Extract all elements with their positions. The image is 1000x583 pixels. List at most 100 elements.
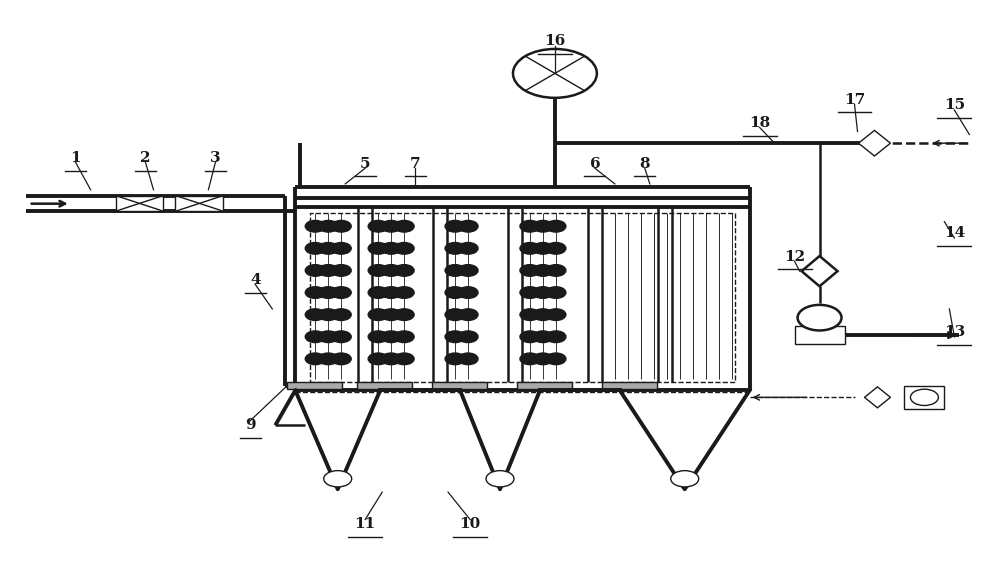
Circle shape: [318, 243, 338, 254]
Circle shape: [394, 287, 414, 298]
Circle shape: [520, 287, 540, 298]
Circle shape: [546, 309, 566, 321]
Circle shape: [458, 220, 478, 232]
Circle shape: [458, 287, 478, 298]
Circle shape: [486, 470, 514, 487]
Circle shape: [520, 243, 540, 254]
Circle shape: [394, 243, 414, 254]
Circle shape: [331, 353, 351, 365]
Circle shape: [318, 353, 338, 365]
Bar: [310, 213, 735, 382]
Bar: [175, 195, 223, 211]
Circle shape: [368, 353, 388, 365]
Circle shape: [331, 309, 351, 321]
Circle shape: [331, 243, 351, 254]
Circle shape: [381, 265, 401, 276]
Text: 14: 14: [944, 226, 965, 240]
Text: 11: 11: [355, 517, 376, 531]
Circle shape: [394, 220, 414, 232]
Text: 16: 16: [544, 34, 566, 48]
Circle shape: [368, 309, 388, 321]
Text: 13: 13: [944, 325, 965, 339]
Circle shape: [305, 265, 325, 276]
Polygon shape: [859, 131, 890, 156]
Circle shape: [445, 287, 465, 298]
Bar: [116, 195, 163, 211]
Circle shape: [331, 220, 351, 232]
Circle shape: [533, 353, 553, 365]
Circle shape: [381, 309, 401, 321]
Circle shape: [318, 331, 338, 343]
Circle shape: [910, 389, 938, 406]
Circle shape: [546, 243, 566, 254]
Text: 6: 6: [590, 157, 600, 171]
Circle shape: [533, 309, 553, 321]
Circle shape: [318, 287, 338, 298]
Circle shape: [305, 287, 325, 298]
Circle shape: [368, 287, 388, 298]
Circle shape: [546, 353, 566, 365]
Circle shape: [305, 309, 325, 321]
Text: 8: 8: [639, 157, 650, 171]
Circle shape: [318, 220, 338, 232]
Circle shape: [520, 220, 540, 232]
Circle shape: [533, 243, 553, 254]
Circle shape: [445, 220, 465, 232]
Circle shape: [368, 331, 388, 343]
Bar: [904, 386, 944, 409]
Circle shape: [381, 353, 401, 365]
Circle shape: [546, 220, 566, 232]
Circle shape: [305, 353, 325, 365]
Circle shape: [798, 305, 842, 331]
Circle shape: [305, 331, 325, 343]
Bar: [287, 382, 342, 389]
Text: 1: 1: [70, 151, 81, 165]
Circle shape: [458, 243, 478, 254]
Text: 7: 7: [410, 157, 420, 171]
Circle shape: [533, 265, 553, 276]
Text: 18: 18: [749, 116, 770, 130]
Circle shape: [381, 220, 401, 232]
Circle shape: [458, 265, 478, 276]
Circle shape: [671, 470, 699, 487]
Text: 12: 12: [784, 250, 805, 264]
Text: 9: 9: [245, 418, 256, 432]
Circle shape: [368, 243, 388, 254]
Circle shape: [318, 309, 338, 321]
Circle shape: [394, 309, 414, 321]
Circle shape: [533, 287, 553, 298]
Text: 2: 2: [140, 151, 151, 165]
Circle shape: [445, 309, 465, 321]
Text: 10: 10: [459, 517, 481, 531]
Bar: [602, 382, 657, 389]
Polygon shape: [802, 256, 838, 286]
Bar: [795, 326, 845, 344]
Circle shape: [445, 265, 465, 276]
Text: 15: 15: [944, 99, 965, 113]
Circle shape: [533, 331, 553, 343]
Circle shape: [331, 287, 351, 298]
Circle shape: [394, 265, 414, 276]
Circle shape: [520, 265, 540, 276]
Text: 3: 3: [210, 151, 221, 165]
Circle shape: [546, 287, 566, 298]
Circle shape: [394, 331, 414, 343]
Circle shape: [305, 220, 325, 232]
Circle shape: [331, 331, 351, 343]
Text: 5: 5: [360, 157, 370, 171]
Circle shape: [381, 331, 401, 343]
Circle shape: [445, 353, 465, 365]
Circle shape: [458, 353, 478, 365]
Circle shape: [513, 49, 597, 98]
Circle shape: [546, 331, 566, 343]
Circle shape: [368, 265, 388, 276]
Bar: [357, 382, 412, 389]
Circle shape: [520, 309, 540, 321]
Circle shape: [305, 243, 325, 254]
Circle shape: [368, 220, 388, 232]
Circle shape: [520, 331, 540, 343]
Text: 17: 17: [844, 93, 865, 107]
Circle shape: [458, 309, 478, 321]
Bar: [517, 382, 572, 389]
Circle shape: [318, 265, 338, 276]
